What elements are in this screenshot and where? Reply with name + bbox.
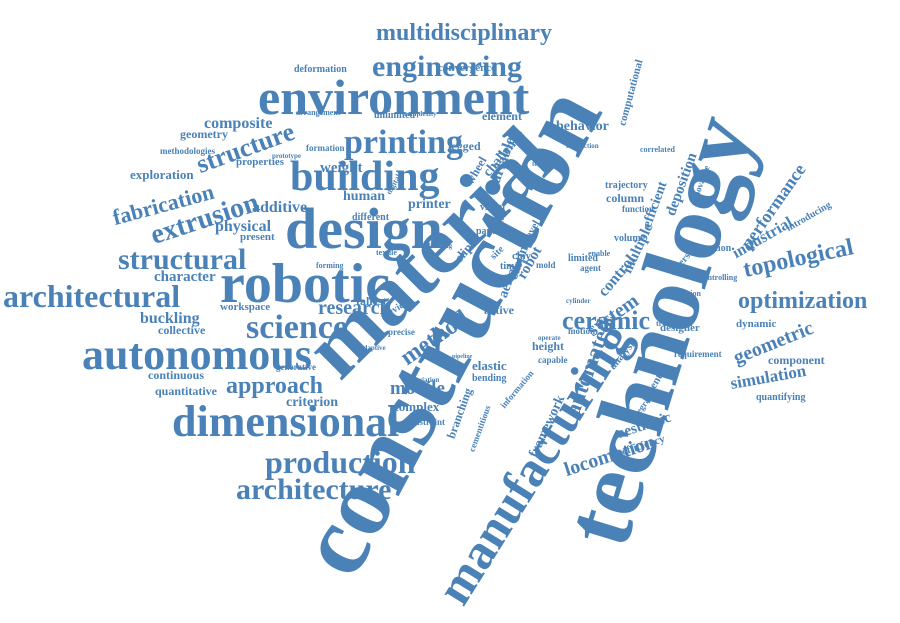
word-enable: enable bbox=[588, 249, 611, 258]
word-geometry: geometry bbox=[180, 127, 228, 141]
word-variation: variation bbox=[412, 376, 440, 384]
word-engineering: engineering bbox=[372, 50, 522, 83]
word-constraint: constraint bbox=[406, 417, 445, 427]
word-pipeline: pipeline bbox=[452, 354, 473, 360]
word-function: function bbox=[622, 204, 655, 214]
word-architectural: architectural bbox=[3, 278, 181, 314]
word-agent: agent bbox=[580, 263, 601, 273]
word-legged: legged bbox=[448, 139, 481, 153]
word-structural: structural bbox=[118, 243, 247, 276]
word-environment: environment bbox=[258, 69, 530, 125]
word-architecture: architecture bbox=[236, 473, 392, 506]
word-paper: paper bbox=[476, 226, 501, 237]
word-present: present bbox=[240, 231, 275, 243]
word-workspace: workspace bbox=[220, 301, 271, 313]
word-formation: formation bbox=[306, 143, 345, 153]
word-correlated: correlated bbox=[640, 145, 675, 154]
word-mold: mold bbox=[536, 260, 556, 270]
word-height: height bbox=[532, 339, 565, 353]
word-convergence: convergence bbox=[438, 62, 497, 74]
word-composite: composite bbox=[204, 115, 273, 132]
word-weight: weight bbox=[320, 160, 363, 176]
word-tallest: tallest bbox=[356, 294, 387, 308]
word-column: column bbox=[606, 191, 645, 205]
word-controlling: controlling bbox=[700, 273, 738, 282]
word-building: building bbox=[290, 154, 440, 200]
word-design: design bbox=[285, 196, 443, 261]
word-arrangement: arrangement bbox=[296, 108, 341, 117]
word-different: different bbox=[352, 212, 390, 223]
word-visual: visual bbox=[480, 202, 506, 213]
word-textile: textile bbox=[376, 248, 397, 257]
word-robotic: robotic bbox=[220, 253, 391, 315]
word-active: active bbox=[484, 303, 514, 317]
word-generative: generative bbox=[276, 362, 316, 372]
word-production: production bbox=[265, 444, 416, 480]
word-introducing: introducing bbox=[784, 199, 834, 234]
word-science: science bbox=[246, 309, 348, 346]
word-time: time bbox=[500, 261, 519, 272]
word-operate: operate bbox=[538, 334, 561, 342]
word-agile: agile bbox=[486, 214, 504, 224]
word-trajectory: trajectory bbox=[605, 180, 648, 191]
word-methodologies: methodologies bbox=[160, 146, 215, 156]
word-dynamic: dynamic bbox=[736, 318, 777, 330]
word-component: component bbox=[768, 353, 825, 367]
word-dimensional: dimensional bbox=[172, 397, 400, 446]
word-approach: approach bbox=[226, 373, 323, 399]
word-prototype: prototype bbox=[272, 152, 302, 160]
word-character: character bbox=[154, 269, 216, 285]
word-behavior: behavior bbox=[556, 119, 609, 134]
word-mobile: mobile bbox=[390, 378, 445, 399]
word-forming: forming bbox=[316, 261, 344, 270]
word-autonomous: autonomous bbox=[82, 330, 312, 379]
word-continuous: continuous bbox=[148, 368, 205, 382]
word-ceramic: ceramic bbox=[562, 306, 651, 335]
word-requirement: requirement bbox=[674, 349, 722, 359]
word-exploration: exploration bbox=[130, 167, 194, 182]
word-quantifying: quantifying bbox=[756, 392, 806, 403]
word-multidisciplinary: multidisciplinary bbox=[376, 20, 553, 46]
word-printing: printing bbox=[344, 124, 464, 161]
word-deformation: deformation bbox=[294, 64, 347, 75]
word-clay: clay bbox=[512, 250, 531, 262]
word-complexity: complexity bbox=[404, 110, 437, 118]
word-cylinder: cylinder bbox=[566, 297, 591, 305]
word-capable: capable bbox=[538, 355, 568, 365]
word-quantitative: quantitative bbox=[155, 384, 218, 398]
word-bending: bending bbox=[472, 373, 507, 384]
word-buckling: buckling bbox=[140, 310, 200, 327]
word-motion: motion bbox=[568, 326, 595, 336]
word-collective: collective bbox=[158, 323, 206, 337]
word-additive: additive bbox=[252, 199, 308, 216]
word-element: element bbox=[482, 109, 522, 123]
word-designer: designer bbox=[660, 322, 700, 334]
word-printer: printer bbox=[408, 197, 451, 212]
word-volume: volume bbox=[614, 233, 646, 244]
word-precise: precise bbox=[388, 327, 415, 337]
word-criterion: criterion bbox=[286, 395, 339, 410]
word-adaptation: adaptation bbox=[664, 289, 701, 298]
word-traditional: traditional bbox=[656, 319, 693, 328]
word-cementitious: cementitious bbox=[466, 404, 493, 453]
word-elastic: elastic bbox=[472, 358, 507, 373]
word-computational: computational bbox=[616, 58, 646, 128]
word-interaction: interaction bbox=[566, 142, 599, 150]
word-complex: complex bbox=[393, 399, 440, 414]
word-limited: limited bbox=[568, 253, 598, 264]
word-unlimited: unlimited bbox=[374, 110, 416, 121]
word-physical: physical bbox=[215, 218, 272, 235]
word-integration: integration bbox=[684, 243, 732, 254]
word-optimization: optimization bbox=[738, 288, 868, 314]
word-human: human bbox=[343, 189, 386, 204]
word-research: research bbox=[318, 297, 391, 319]
word-technique: technique bbox=[532, 160, 562, 168]
word-properties: properties bbox=[236, 156, 285, 168]
word-framing: framing bbox=[428, 242, 453, 250]
word-adaptive: adaptive bbox=[360, 344, 386, 352]
